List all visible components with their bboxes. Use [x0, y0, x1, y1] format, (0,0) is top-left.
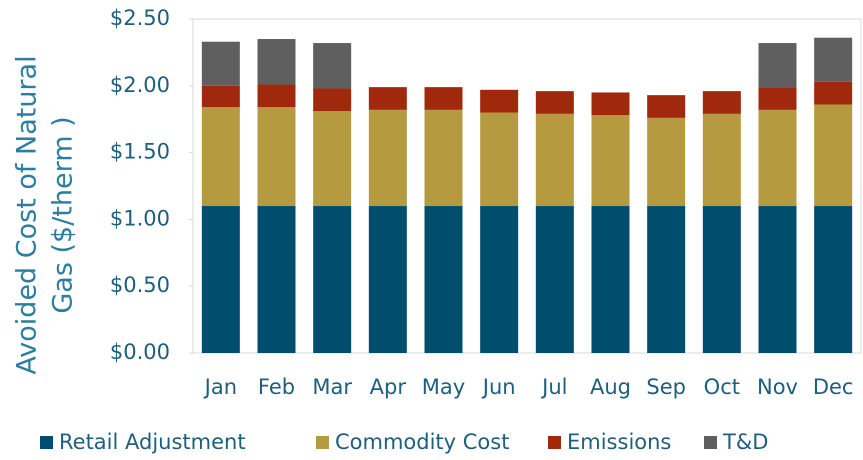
bar-segment	[424, 109, 463, 207]
bar-segment	[480, 112, 519, 207]
y-tick-label: $2.50	[110, 6, 170, 30]
bar-segment	[257, 39, 296, 85]
plot-frame	[192, 18, 862, 354]
bar-segment	[758, 206, 797, 353]
bar-segment	[535, 206, 574, 353]
bar-segment	[814, 104, 853, 207]
legend-swatch	[316, 436, 329, 449]
bar-segment	[368, 87, 407, 110]
x-tick-label: Aug	[590, 375, 631, 399]
bar-segment	[647, 206, 686, 353]
bar-segment	[313, 206, 352, 353]
bar-segment	[424, 206, 463, 353]
bar-segment	[313, 111, 352, 207]
legend-label: Commodity Cost	[335, 430, 509, 454]
bar-segment	[758, 109, 797, 207]
bar-segment	[257, 107, 296, 207]
legend-swatch	[40, 436, 53, 449]
y-axis-label-line: Avoided Cost of Natural	[12, 55, 43, 374]
x-tick-label: Feb	[258, 375, 295, 399]
bar-segment	[591, 92, 630, 116]
bar-segment	[480, 89, 519, 113]
x-tick-label: Nov	[757, 375, 798, 399]
x-tick-label: Jan	[203, 375, 237, 399]
y-tick-label: $1.50	[110, 140, 170, 164]
bar-segment	[201, 41, 240, 86]
bar-segment	[201, 206, 240, 353]
y-tick-label: $0.50	[110, 273, 170, 297]
bar-segment	[201, 107, 240, 207]
bar-segment	[257, 84, 296, 108]
legend-label: Retail Adjustment	[59, 430, 246, 454]
y-axis-label-line: Gas ($/therm )	[48, 116, 79, 313]
bar-segment	[814, 206, 853, 353]
x-tick-label: Sep	[646, 375, 686, 399]
bar-segment	[702, 113, 741, 207]
bar-segment	[758, 87, 797, 110]
bar-segment	[702, 206, 741, 353]
bar-segment	[758, 43, 797, 88]
bar-segment	[368, 206, 407, 353]
x-tick-label: Apr	[370, 375, 407, 399]
legend-label: Emissions	[567, 430, 671, 454]
x-tick-label: Jun	[481, 375, 516, 399]
bar-segment	[535, 91, 574, 114]
x-tick-label: Dec	[813, 375, 854, 399]
x-tick-label: Mar	[312, 375, 352, 399]
legend-swatch	[704, 436, 717, 449]
y-axis-label: Avoided Cost of Natural Gas ($/therm )	[12, 55, 79, 374]
bar-segment	[313, 43, 352, 89]
y-tick-label: $1.00	[110, 206, 170, 230]
legend-label: T&D	[722, 430, 768, 454]
y-tick-label: $0.00	[110, 340, 170, 364]
bar-segment	[313, 88, 352, 112]
bar-segment	[591, 115, 630, 207]
legend-swatch	[548, 436, 561, 449]
bar-segment	[814, 37, 853, 82]
x-tick-label: Oct	[704, 375, 740, 399]
bar-segment	[647, 95, 686, 118]
x-tick-label: Jul	[540, 375, 567, 399]
bar-segment	[814, 81, 853, 105]
bar-segment	[647, 117, 686, 207]
bar-segment	[535, 113, 574, 207]
bar-segment	[702, 91, 741, 114]
bar-segment	[368, 109, 407, 207]
x-tick-label: May	[422, 375, 465, 399]
bar-segment	[591, 206, 630, 353]
bar-segment	[480, 206, 519, 353]
bar-segment	[424, 87, 463, 110]
y-tick-label: $2.00	[110, 73, 170, 97]
bar-segment	[201, 85, 240, 108]
bar-segment	[257, 206, 296, 353]
